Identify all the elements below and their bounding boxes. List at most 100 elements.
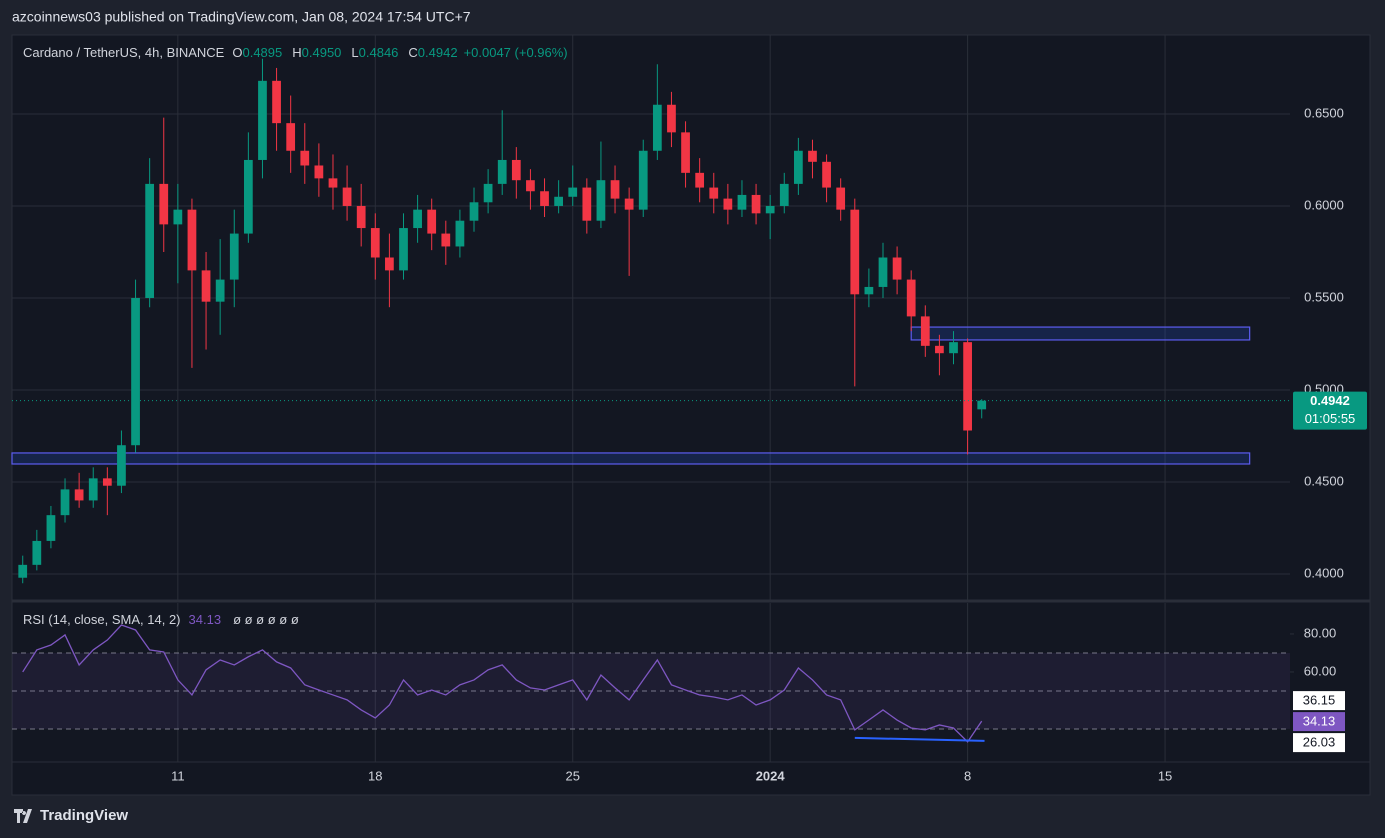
candle-body xyxy=(18,564,28,578)
candle-body xyxy=(511,159,521,181)
side-label: 36.15 xyxy=(1303,693,1336,708)
legend-value: 0.4942 xyxy=(418,45,458,60)
y-tick-label: 0.6000 xyxy=(1304,197,1344,212)
y-tick-label: 0.4000 xyxy=(1304,565,1344,580)
candle-body xyxy=(878,257,888,287)
candle-body xyxy=(385,257,394,271)
candle-body xyxy=(554,196,563,206)
legend-key: C xyxy=(408,45,417,60)
rsi-band-fill xyxy=(12,652,1290,729)
rsi-extra: ø ø ø ø ø ø xyxy=(233,612,299,627)
last-price-label: 0.4942 xyxy=(1310,393,1350,408)
candle-body xyxy=(441,233,451,247)
candle-body xyxy=(892,257,902,280)
candle-body xyxy=(836,187,846,210)
x-tick-label: 11 xyxy=(171,768,185,783)
candle-body xyxy=(963,342,972,431)
legend-value: 0.4846 xyxy=(359,45,399,60)
candle-body xyxy=(342,187,352,206)
candle-body xyxy=(977,400,987,410)
legend-key: H xyxy=(292,45,301,60)
candle-body xyxy=(808,150,817,162)
rsi-legend: RSI (14, close, SMA, 14, 2) 34.13 ø ø ø ø … xyxy=(23,612,299,627)
trendline xyxy=(854,736,985,742)
candle-body xyxy=(286,123,296,151)
x-tick-label: 15 xyxy=(1158,768,1172,783)
candle-body xyxy=(723,198,733,210)
x-tick-label: 18 xyxy=(368,768,382,783)
side-label-box xyxy=(1293,691,1345,711)
candle-body xyxy=(864,286,874,295)
rsi-value-box xyxy=(1293,712,1345,732)
candle-body xyxy=(32,540,42,565)
candle-body xyxy=(173,209,183,225)
y-tick-label: 0.4500 xyxy=(1304,473,1344,488)
rsi-line xyxy=(22,624,983,743)
candle-body xyxy=(131,297,140,446)
legend-key: O xyxy=(232,45,242,60)
candle-body xyxy=(399,228,408,271)
candle-body xyxy=(681,132,690,173)
zone xyxy=(11,452,1251,465)
candle-body xyxy=(370,228,380,258)
candle-body xyxy=(822,161,831,188)
y-tick-label: 0.6500 xyxy=(1304,105,1344,120)
x-tick-label: 25 xyxy=(565,768,579,783)
x-tick-label: 8 xyxy=(964,768,971,783)
candle-body xyxy=(314,165,324,179)
candle-body xyxy=(74,489,84,501)
legend-value: 0.4950 xyxy=(302,45,342,60)
candle-body xyxy=(229,233,239,280)
y-tick-label: 80.00 xyxy=(1304,625,1337,640)
candle-body xyxy=(624,198,634,210)
candle-body xyxy=(60,489,70,516)
candle-body xyxy=(159,183,169,225)
candle-body xyxy=(102,478,112,486)
candle-body xyxy=(258,80,267,160)
candle-body xyxy=(949,342,958,354)
candle-body xyxy=(526,180,535,192)
candle-body xyxy=(215,279,225,302)
side-label: 26.03 xyxy=(1303,735,1336,750)
candle-body xyxy=(920,316,930,346)
rsi-value-label: 34.13 xyxy=(1303,714,1336,729)
chart-background xyxy=(11,34,1371,796)
last-price-box xyxy=(1293,391,1367,430)
candle-body xyxy=(751,194,761,214)
candle-body xyxy=(469,202,479,221)
y-tick-label: 60.00 xyxy=(1304,663,1337,678)
candle-body xyxy=(652,104,662,151)
logo xyxy=(14,809,32,823)
price-legend: Cardano / TetherUS, 4h, BINANCE O0.4895 H0… xyxy=(23,45,568,60)
side-label-box xyxy=(1293,733,1345,753)
legend-change: +0.0047 (+0.96%) xyxy=(464,45,568,60)
candle-body xyxy=(46,515,56,541)
candle-body xyxy=(300,150,310,166)
candle-body xyxy=(737,194,747,210)
countdown-label: 01:05:55 xyxy=(1305,411,1356,426)
candle-body xyxy=(850,209,860,295)
symbol: Cardano / TetherUS, 4h, BINANCE xyxy=(23,45,225,60)
candle-body xyxy=(413,209,422,229)
candle-body xyxy=(145,183,155,298)
footer-brand: TradingView xyxy=(40,807,128,824)
candle-body xyxy=(610,180,620,199)
candle-body xyxy=(187,209,197,271)
candle-body xyxy=(356,205,366,229)
candle-body xyxy=(779,183,789,206)
candle-body xyxy=(497,159,507,184)
candle-body xyxy=(582,187,592,221)
candle-body xyxy=(455,220,465,247)
candle-body xyxy=(709,187,719,199)
candle-body xyxy=(935,345,944,354)
candle-body xyxy=(201,270,211,302)
candle-body xyxy=(88,478,98,501)
rsi-title: RSI (14, close, SMA, 14, 2) xyxy=(23,612,181,627)
candle-body xyxy=(667,104,676,133)
candle-body xyxy=(596,180,606,221)
legend-key: L xyxy=(351,45,358,60)
y-tick-label: 0.5500 xyxy=(1304,289,1344,304)
candle-body xyxy=(117,445,126,486)
